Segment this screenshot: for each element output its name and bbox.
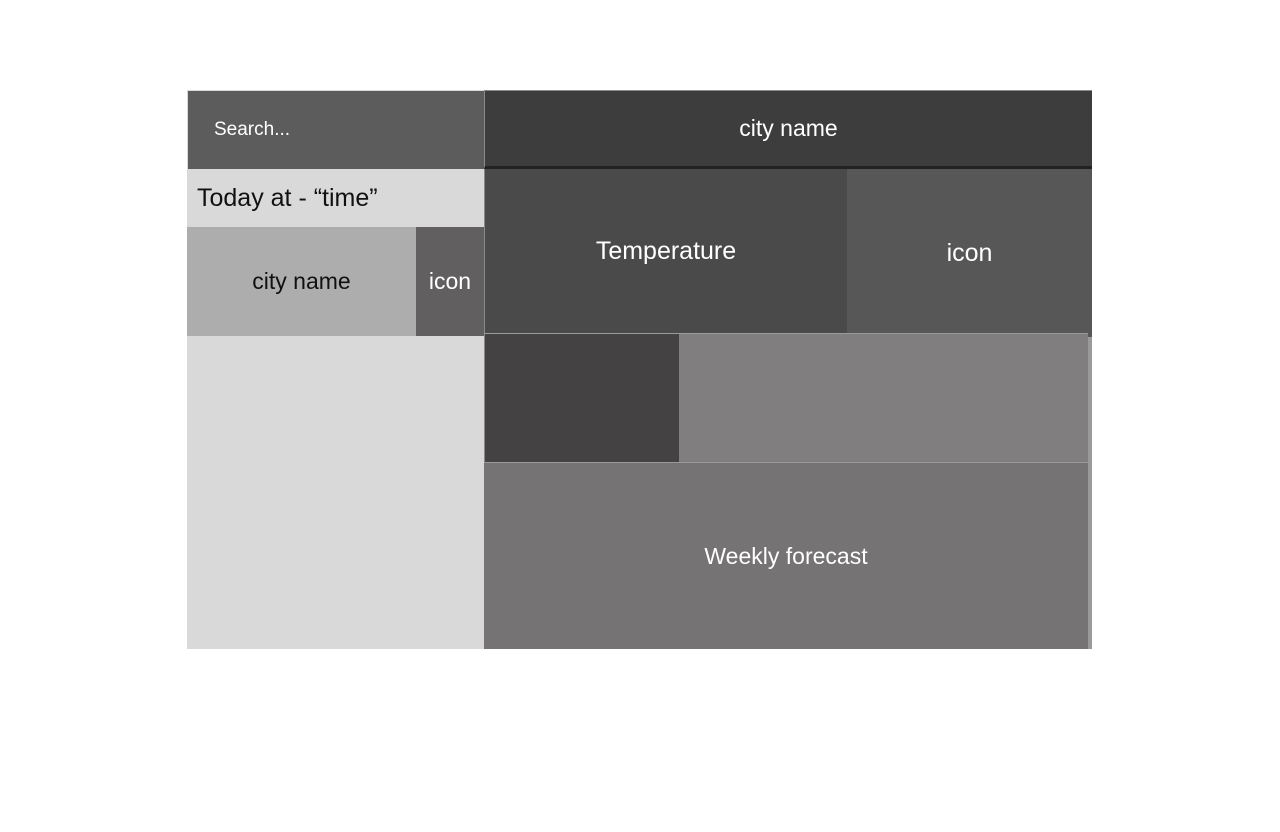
saved-city-card[interactable]: city name (187, 227, 416, 336)
weekly-forecast-panel: Weekly forecast (484, 462, 1088, 649)
weather-app: Today at - “time” city name icon city na… (187, 90, 1092, 649)
weekly-forecast-label: Weekly forecast (704, 542, 868, 569)
current-weather-icon-label: icon (946, 238, 993, 267)
search-input[interactable] (188, 91, 484, 169)
right-edge-strip (1088, 337, 1092, 649)
detail-panel-right (679, 333, 1088, 463)
today-time-label: Today at - “time” (187, 169, 484, 227)
current-weather-icon: icon (847, 169, 1092, 337)
city-header: city name (484, 90, 1092, 169)
saved-city-name: city name (252, 268, 351, 294)
detail-panel-left (484, 333, 679, 463)
saved-city-weather-icon: icon (416, 227, 484, 336)
saved-city-icon-label: icon (428, 268, 472, 294)
header-city-name: city name (739, 115, 838, 141)
temperature-panel: Temperature (484, 169, 847, 333)
temperature-label: Temperature (595, 236, 737, 265)
